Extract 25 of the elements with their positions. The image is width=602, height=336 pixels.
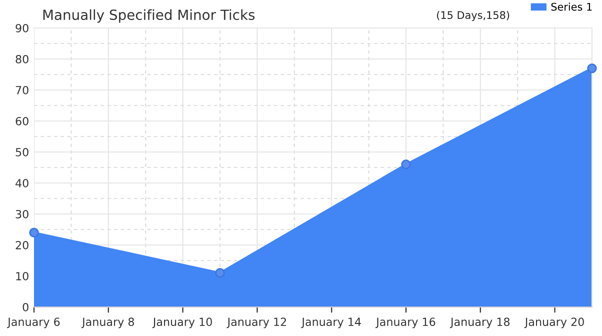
y-tick-label: 0 [22,302,28,312]
y-tick-label: 60 [16,116,28,126]
x-tick-label: January 6 [7,318,60,328]
y-tick-label: 70 [16,86,28,94]
y-tick-label: 10 [16,272,28,280]
x-tick-label: January 10 [152,318,212,328]
x-tick-label: January 20 [524,318,584,328]
point [401,160,411,170]
x-tick-label: January 8 [81,318,134,328]
point [587,63,597,74]
text: (15 Days,158) [437,10,510,22]
y-tick-label: 90 [16,24,28,32]
chart-title: Manually Specified Minor Ticks [43,9,255,23]
y-tick-label: 50 [16,148,28,156]
y-tick-label: 30 [16,210,28,218]
y-tick-label: 80 [16,54,28,64]
point [215,268,225,278]
point [29,228,39,238]
x-tick-label: January 18 [450,318,510,328]
legend-label: Series 1 [551,2,592,11]
x-tick-label: January 14 [301,318,361,328]
y-tick-label: 20 [16,240,28,250]
y-tick-label: 40 [16,178,28,188]
x-tick-label: January 16 [376,318,436,328]
x-tick-label: January 12 [226,318,286,328]
